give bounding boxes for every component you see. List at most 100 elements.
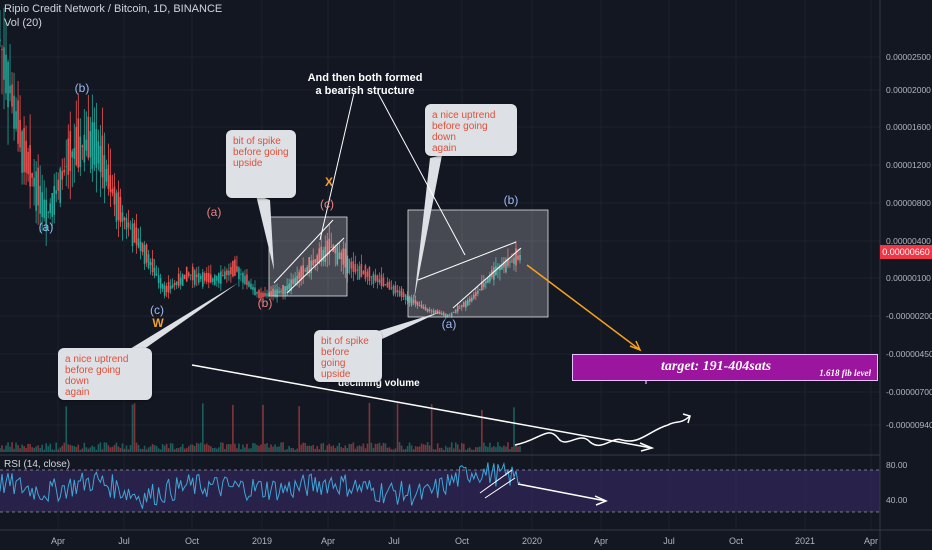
candle-body <box>121 212 124 222</box>
volume-bar <box>316 446 319 452</box>
candle-body <box>316 255 319 263</box>
candle-body <box>17 100 19 144</box>
rsi-arrow <box>517 483 607 502</box>
volume-bar <box>372 447 375 452</box>
candle-body <box>354 264 357 273</box>
candle-body <box>344 248 347 268</box>
volume-bar <box>179 446 182 452</box>
candle-body <box>129 228 132 230</box>
channel-line <box>273 219 334 284</box>
candle-body <box>31 173 33 178</box>
candle-body <box>93 122 96 165</box>
rsi-indicator-label: RSI (14, close) <box>4 459 71 470</box>
candle-body <box>212 278 214 282</box>
wave-label: W <box>152 316 164 330</box>
volume-bar <box>145 449 148 452</box>
volume-bar <box>276 446 278 452</box>
candle-body <box>39 185 41 214</box>
candle-body <box>23 128 25 173</box>
candle-body <box>183 274 186 280</box>
candle-body <box>286 285 288 291</box>
volume-bar <box>388 447 391 452</box>
volume-bar <box>509 449 511 452</box>
candle-body <box>99 145 102 173</box>
volume-bar <box>475 447 477 452</box>
callout-line: before going <box>321 347 350 369</box>
wedge-line <box>452 247 522 309</box>
volume-bar <box>187 446 190 452</box>
volume-bar <box>147 447 150 452</box>
candle-body <box>454 309 457 313</box>
volume-bar <box>304 443 306 452</box>
volume-bar <box>135 442 138 452</box>
candle-body <box>63 169 66 173</box>
candle-body <box>228 270 230 276</box>
candle-body <box>3 47 5 80</box>
target-label: target: 191-404sats <box>661 359 772 374</box>
volume-bar <box>354 448 357 452</box>
volume-bar <box>515 443 517 452</box>
candle-body <box>509 261 511 263</box>
volume-bar <box>400 445 403 452</box>
volume-bar <box>208 445 210 452</box>
volume-bar <box>517 446 519 452</box>
volume-bar <box>87 448 90 452</box>
candle-body <box>105 168 108 182</box>
candle-body <box>210 274 212 283</box>
volume-bar <box>350 444 353 452</box>
candle-body <box>49 203 51 214</box>
volume-bar <box>149 446 152 452</box>
volume-bar <box>189 444 192 452</box>
volume-bar <box>503 445 505 452</box>
candle-body <box>487 277 489 283</box>
volume-bar <box>322 442 325 452</box>
volume-bar <box>53 449 56 452</box>
x-tick-label: Jul <box>388 536 400 546</box>
volume-bar <box>362 443 365 452</box>
candle-body <box>360 264 363 277</box>
volume-bar <box>91 445 94 452</box>
volume-bar <box>384 443 387 452</box>
candle-body <box>19 119 21 148</box>
candle-body <box>364 265 367 280</box>
candle-body <box>103 155 106 189</box>
candle-body <box>161 283 164 289</box>
candle-body <box>352 261 355 272</box>
candle-body <box>69 131 72 172</box>
volume-bar <box>197 443 200 452</box>
volume-bar <box>452 448 455 452</box>
candle-body <box>477 291 479 294</box>
volume-bar <box>29 444 31 452</box>
volume-bar <box>212 447 214 452</box>
volume-bar <box>201 403 204 452</box>
candle-body <box>418 305 421 306</box>
volume-bar <box>320 443 323 452</box>
volume-bar <box>55 442 58 452</box>
candle-body <box>513 257 515 264</box>
callout-uptrend-bottom: a nice uptrend before going down again <box>58 348 152 400</box>
volume-bar <box>332 445 335 452</box>
x-tick-label: Oct <box>185 536 200 546</box>
volume-bar <box>125 445 128 452</box>
candle-body <box>87 116 90 158</box>
callout-pointer <box>120 283 238 355</box>
volume-bar <box>141 449 144 452</box>
candle-body <box>304 270 306 272</box>
volume-bar <box>181 444 184 452</box>
candle-body <box>15 111 17 129</box>
candle-body <box>197 273 200 283</box>
volume-bar <box>133 403 136 452</box>
volume-bar <box>47 446 49 452</box>
volume-bar <box>396 403 399 452</box>
volume-bar <box>380 445 383 452</box>
volume-bar <box>33 447 35 452</box>
candle-body <box>181 274 184 286</box>
volume-bar <box>157 448 160 452</box>
rsi-tick-label: 80.00 <box>886 460 908 470</box>
callout-line: before going down <box>65 365 121 387</box>
candle-body <box>290 279 292 291</box>
candle-body <box>5 54 7 94</box>
volume-bar <box>205 443 208 452</box>
candle-body <box>517 255 519 260</box>
